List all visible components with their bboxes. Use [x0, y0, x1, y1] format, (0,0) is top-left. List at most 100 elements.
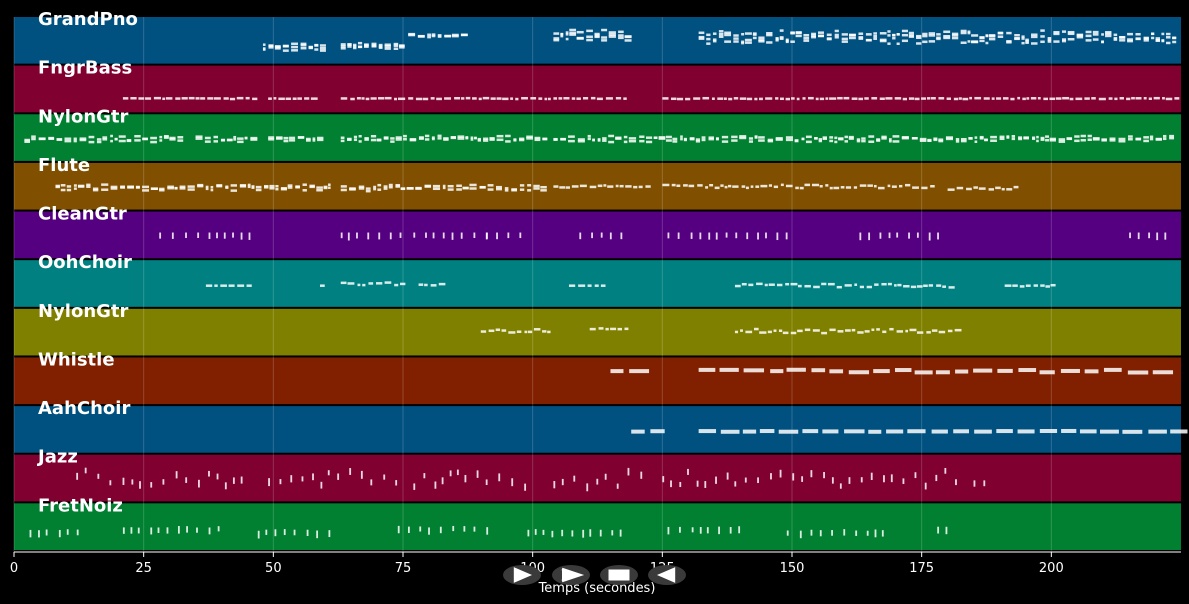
- note: [873, 37, 878, 40]
- note: [768, 184, 773, 187]
- note: [96, 138, 102, 141]
- note: [377, 188, 382, 191]
- tracks-layer: [14, 17, 1181, 550]
- note: [579, 184, 587, 188]
- note: [1155, 137, 1162, 141]
- note: [447, 188, 454, 191]
- note: [960, 29, 967, 33]
- note: [746, 97, 753, 101]
- note: [944, 467, 947, 474]
- note: [283, 529, 286, 536]
- note: [1127, 138, 1133, 141]
- note: [291, 49, 298, 52]
- note: [752, 36, 757, 40]
- play-button[interactable]: [503, 565, 541, 585]
- playback-controls: [503, 565, 686, 585]
- note: [262, 43, 266, 46]
- note: [891, 185, 897, 188]
- note: [282, 44, 289, 48]
- note: [853, 186, 858, 189]
- note: [1031, 33, 1038, 36]
- note: [443, 138, 449, 141]
- note: [797, 329, 803, 333]
- note: [738, 526, 741, 534]
- note: [1108, 97, 1113, 100]
- note: [237, 137, 244, 140]
- note: [1040, 40, 1045, 44]
- note: [1025, 38, 1029, 42]
- note-group: [786, 529, 884, 539]
- note: [928, 40, 936, 43]
- note: [1156, 232, 1159, 241]
- note: [896, 330, 904, 333]
- note: [667, 526, 670, 535]
- note: [607, 185, 614, 188]
- note: [214, 284, 218, 287]
- note: [456, 469, 459, 476]
- rewind-button[interactable]: [648, 565, 686, 585]
- note: [578, 284, 586, 287]
- note: [533, 328, 541, 331]
- note: [181, 97, 188, 100]
- note: [709, 183, 714, 187]
- note: [785, 40, 789, 44]
- note: [437, 35, 442, 38]
- note: [457, 135, 465, 138]
- note: [547, 97, 551, 101]
- note: [724, 31, 732, 35]
- note: [766, 41, 773, 44]
- track-name: Whistle: [38, 349, 115, 370]
- note: [804, 284, 811, 288]
- note: [894, 368, 912, 373]
- note: [916, 232, 919, 238]
- note: [938, 330, 946, 334]
- note: [301, 476, 304, 482]
- fast-forward-button[interactable]: [552, 565, 590, 585]
- note: [624, 39, 632, 42]
- note: [422, 97, 429, 101]
- note: [711, 97, 715, 100]
- note: [723, 97, 727, 100]
- note: [1143, 139, 1149, 143]
- note: [177, 136, 184, 139]
- note: [1025, 41, 1029, 44]
- note: [752, 32, 757, 35]
- note: [587, 137, 591, 141]
- note: [859, 285, 865, 289]
- note: [1127, 32, 1133, 36]
- note-group: [553, 28, 632, 42]
- note: [268, 138, 275, 141]
- note: [442, 232, 445, 239]
- note: [855, 530, 858, 536]
- note-group: [408, 96, 551, 101]
- note: [969, 96, 973, 100]
- note: [712, 32, 717, 35]
- track-lane: [14, 260, 1181, 307]
- note: [782, 331, 789, 335]
- note: [1037, 97, 1041, 100]
- note: [1061, 38, 1067, 41]
- stop-button[interactable]: [600, 565, 638, 585]
- note: [604, 473, 607, 480]
- note: [179, 187, 186, 190]
- note: [1101, 40, 1104, 43]
- note-group: [937, 526, 948, 535]
- note: [289, 136, 296, 140]
- note: [883, 475, 885, 483]
- note: [985, 41, 989, 45]
- note: [216, 184, 223, 187]
- note: [320, 481, 323, 489]
- note: [594, 284, 599, 287]
- note: [478, 97, 482, 101]
- note: [1019, 285, 1025, 288]
- note: [628, 139, 637, 143]
- note: [887, 282, 892, 286]
- note: [447, 184, 454, 188]
- note: [291, 42, 298, 46]
- note: [101, 183, 109, 186]
- note: [1045, 135, 1050, 138]
- note: [841, 33, 848, 36]
- x-axis-label: Temps (secondes): [538, 581, 656, 596]
- note-group: [195, 96, 258, 101]
- note: [967, 30, 971, 33]
